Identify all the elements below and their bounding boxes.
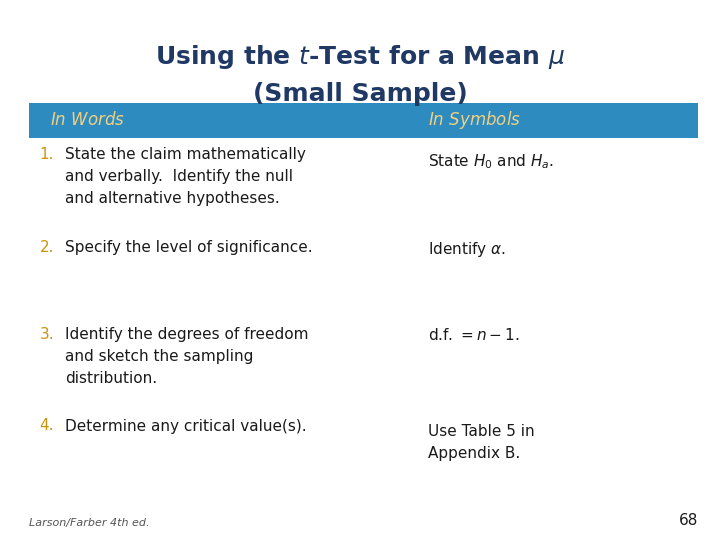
Text: (Small Sample): (Small Sample) <box>253 83 467 106</box>
Text: Using the $\it{t}$-Test for a Mean $\mu$: Using the $\it{t}$-Test for a Mean $\mu$ <box>155 43 565 71</box>
Text: 4.: 4. <box>40 418 54 434</box>
Text: 1.: 1. <box>40 147 54 162</box>
Text: $\it{In\ Symbols}$: $\it{In\ Symbols}$ <box>428 109 521 131</box>
Text: Larson/Farber 4th ed.: Larson/Farber 4th ed. <box>29 518 149 528</box>
Text: 3.: 3. <box>40 327 54 342</box>
Text: State the claim mathematically
and verbally.  Identify the null
and alternative : State the claim mathematically and verba… <box>65 147 306 206</box>
Text: Identify $\alpha$.: Identify $\alpha$. <box>428 240 506 259</box>
Text: 68: 68 <box>679 513 698 528</box>
Text: Identify the degrees of freedom
and sketch the sampling
distribution.: Identify the degrees of freedom and sket… <box>65 327 308 386</box>
Text: 2.: 2. <box>40 240 54 255</box>
Text: d.f. $= n - 1$.: d.f. $= n - 1$. <box>428 327 520 343</box>
Text: Determine any critical value(s).: Determine any critical value(s). <box>65 418 307 434</box>
Text: State $H_0$ and $H_a$.: State $H_0$ and $H_a$. <box>428 152 554 171</box>
Text: $\it{In\ Words}$: $\it{In\ Words}$ <box>50 111 125 129</box>
Text: Use Table 5 in
Appendix B.: Use Table 5 in Appendix B. <box>428 424 535 461</box>
FancyBboxPatch shape <box>29 103 698 138</box>
Text: Specify the level of significance.: Specify the level of significance. <box>65 240 312 255</box>
